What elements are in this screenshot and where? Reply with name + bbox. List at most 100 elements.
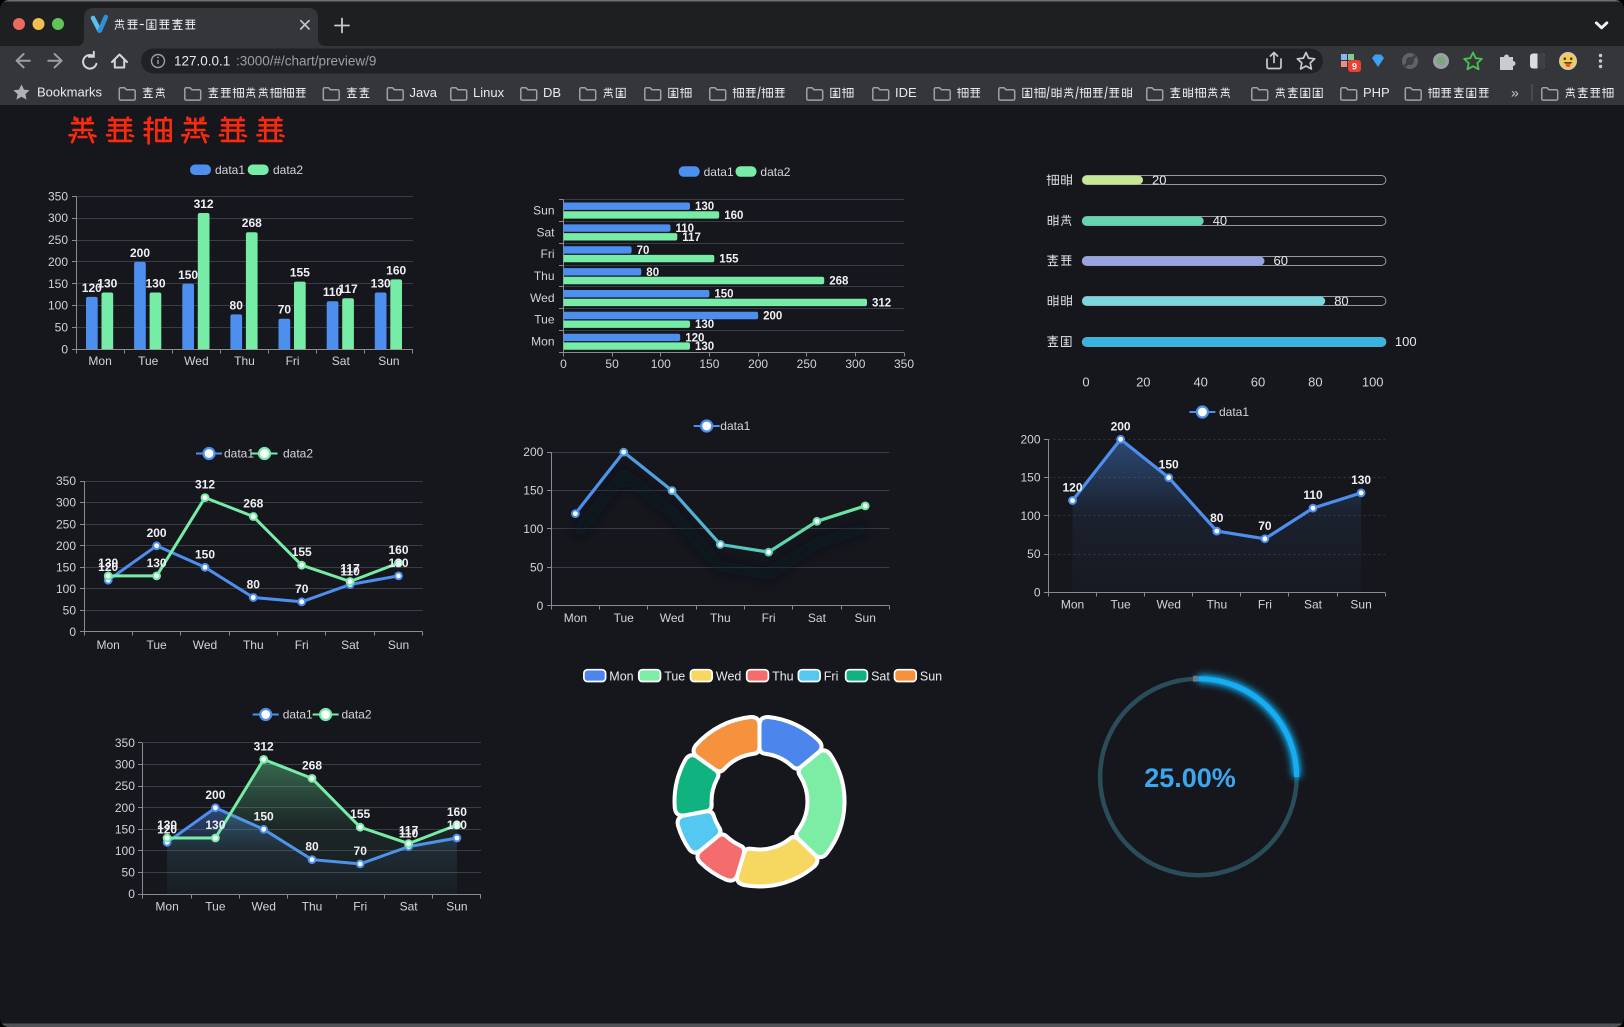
svg-text:160: 160	[724, 210, 743, 222]
svg-text:data1: data1	[224, 447, 254, 461]
svg-text:Sat: Sat	[871, 670, 890, 684]
svg-text:Sat: Sat	[332, 354, 351, 368]
svg-text:200: 200	[1111, 419, 1131, 433]
svg-text:130: 130	[695, 201, 714, 213]
svg-text:200: 200	[748, 357, 768, 371]
svg-text:Wed: Wed	[193, 638, 217, 652]
svg-text:130: 130	[388, 556, 408, 570]
svg-text:120: 120	[98, 560, 118, 574]
svg-text::3000/#/chart/preview/9: :3000/#/chart/preview/9	[236, 54, 376, 69]
svg-text:155: 155	[292, 545, 312, 559]
svg-text:268: 268	[829, 276, 849, 288]
svg-text:data1: data1	[720, 419, 750, 433]
svg-text:Mon: Mon	[564, 611, 587, 625]
svg-text:100: 100	[1395, 334, 1417, 349]
svg-text:50: 50	[122, 866, 136, 880]
svg-text:Tue: Tue	[534, 313, 555, 327]
svg-text:Wed: Wed	[1156, 598, 1180, 612]
svg-text:25.00%: 25.00%	[1144, 763, 1236, 793]
svg-text:250: 250	[797, 357, 817, 371]
svg-text:120: 120	[1062, 481, 1082, 495]
svg-text:300: 300	[56, 496, 76, 510]
svg-text:100: 100	[48, 299, 68, 313]
svg-text:110: 110	[1303, 488, 1323, 502]
svg-text:Wed: Wed	[716, 670, 742, 684]
svg-text:Thu: Thu	[1206, 598, 1227, 612]
svg-text:Sun: Sun	[378, 354, 399, 368]
svg-text:Sat: Sat	[808, 611, 827, 625]
svg-text:PHP: PHP	[1363, 85, 1390, 100]
svg-text:Thu: Thu	[234, 354, 255, 368]
svg-text:0: 0	[537, 599, 544, 613]
svg-text:200: 200	[205, 788, 225, 802]
svg-text:130: 130	[145, 277, 165, 291]
svg-text:Sun: Sun	[920, 670, 942, 684]
svg-text:70: 70	[278, 303, 292, 317]
svg-text:350: 350	[115, 736, 135, 750]
svg-text:100: 100	[1362, 375, 1384, 390]
svg-text:0: 0	[61, 342, 68, 356]
svg-text:200: 200	[763, 311, 782, 323]
svg-text:150: 150	[699, 357, 719, 371]
svg-text:»: »	[1511, 85, 1519, 101]
svg-text:Sun: Sun	[855, 611, 876, 625]
svg-text:Thu: Thu	[243, 638, 264, 652]
svg-text:130: 130	[98, 556, 118, 570]
svg-text:130: 130	[695, 341, 714, 353]
svg-text:117: 117	[682, 232, 701, 244]
svg-text:80: 80	[1210, 511, 1224, 525]
svg-text:Mon: Mon	[531, 335, 554, 349]
svg-text:Sun: Sun	[533, 203, 554, 217]
svg-text:Fri: Fri	[286, 354, 300, 368]
svg-text:Wed: Wed	[660, 611, 684, 625]
svg-text:70: 70	[295, 582, 309, 596]
svg-text:150: 150	[714, 289, 733, 301]
svg-text:130: 130	[147, 556, 167, 570]
svg-text:50: 50	[55, 321, 69, 335]
svg-text:70: 70	[1258, 519, 1272, 533]
svg-text:0: 0	[1034, 585, 1041, 599]
svg-text:70: 70	[354, 844, 368, 858]
svg-text:150: 150	[56, 560, 76, 574]
svg-text:40: 40	[1193, 375, 1207, 390]
svg-text:Fri: Fri	[541, 247, 555, 261]
svg-text:data1: data1	[215, 163, 245, 177]
svg-text:Tue: Tue	[138, 354, 159, 368]
svg-text:Fri: Fri	[1258, 598, 1272, 612]
svg-text:250: 250	[115, 779, 135, 793]
svg-text:200: 200	[147, 526, 167, 540]
svg-text:Sat: Sat	[400, 900, 419, 914]
svg-text:Fri: Fri	[353, 900, 367, 914]
svg-text:200: 200	[1020, 432, 1040, 446]
svg-text:data2: data2	[342, 708, 372, 722]
svg-text:312: 312	[872, 297, 891, 309]
svg-text:Tue: Tue	[146, 638, 167, 652]
svg-text:100: 100	[56, 582, 76, 596]
svg-text:300: 300	[48, 211, 68, 225]
svg-text:150: 150	[254, 809, 274, 823]
svg-text:70: 70	[637, 245, 650, 257]
svg-text:110: 110	[399, 827, 419, 841]
svg-text:data2: data2	[283, 447, 313, 461]
svg-text:150: 150	[523, 484, 543, 498]
svg-text:0: 0	[69, 625, 76, 639]
svg-text:130: 130	[205, 818, 225, 832]
svg-text:150: 150	[178, 268, 198, 282]
svg-text:100: 100	[651, 357, 671, 371]
svg-text:312: 312	[194, 197, 214, 211]
svg-text:160: 160	[386, 263, 406, 277]
svg-text:130: 130	[1351, 473, 1371, 487]
svg-text:150: 150	[1159, 458, 1179, 472]
svg-text:150: 150	[1020, 471, 1040, 485]
svg-text:268: 268	[243, 497, 263, 511]
svg-text:Thu: Thu	[302, 900, 323, 914]
svg-text:Sat: Sat	[341, 638, 360, 652]
svg-text:200: 200	[56, 539, 76, 553]
svg-text:117: 117	[399, 824, 419, 838]
svg-text:DB: DB	[543, 85, 561, 100]
svg-text:Mon: Mon	[1061, 598, 1084, 612]
svg-text:Tue: Tue	[664, 670, 685, 684]
svg-text:40: 40	[1213, 213, 1227, 228]
svg-text:100: 100	[523, 522, 543, 536]
svg-text:80: 80	[1308, 375, 1322, 390]
